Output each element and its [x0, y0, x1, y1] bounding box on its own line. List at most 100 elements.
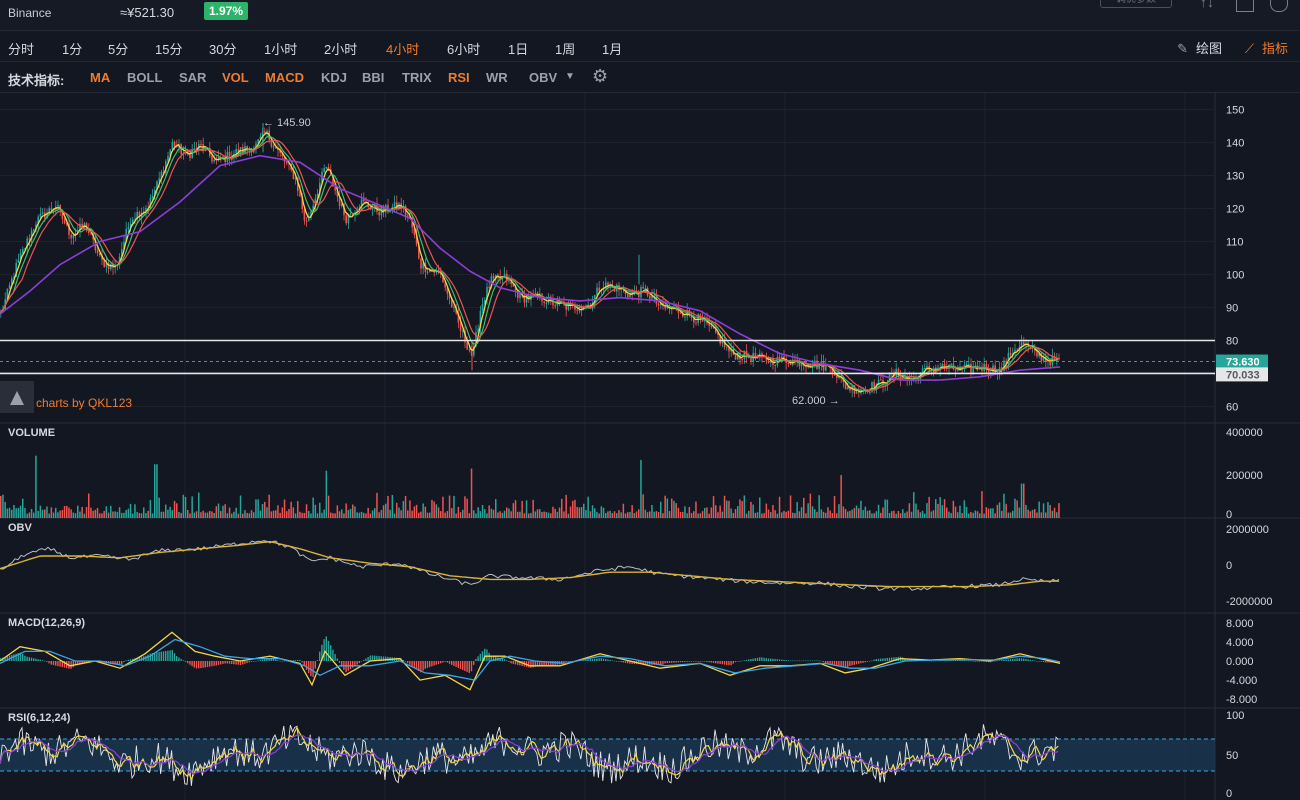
indicator-button[interactable]: ⟋ 指标: [1245, 38, 1288, 57]
chevron-down-icon[interactable]: ▼: [565, 71, 575, 82]
macd-hist-bar: [519, 661, 521, 666]
macd-hist-bar: [336, 658, 338, 661]
macd-hist-bar: [737, 661, 739, 662]
price-tick-label: 110: [1226, 237, 1244, 249]
interval-6[interactable]: 2小时: [324, 42, 358, 57]
macd-hist-bar: [167, 650, 169, 661]
candle-body: [800, 364, 803, 367]
volume-bar: [816, 511, 818, 518]
volume-bar: [853, 508, 856, 518]
candle-body: [728, 346, 730, 352]
candle-body: [858, 391, 860, 393]
interval-11[interactable]: 1月: [602, 42, 623, 57]
macd-hist-bar: [1005, 659, 1007, 661]
indicator-vol[interactable]: VOL: [222, 70, 249, 85]
indicator-ma[interactable]: MA: [90, 70, 111, 85]
macd-hist-bar: [112, 661, 114, 665]
interval-7[interactable]: 4小时: [386, 42, 420, 57]
macd-hist-bar: [565, 661, 567, 663]
macd-hist-bar: [369, 655, 371, 661]
fullscreen-icon[interactable]: [1236, 0, 1254, 12]
indicator-bbi[interactable]: BBI: [362, 70, 385, 85]
indicator-wr[interactable]: WR: [486, 70, 508, 85]
gear-icon[interactable]: ⚙: [592, 66, 609, 86]
volume-bar: [330, 512, 332, 518]
macd-hist-bar: [323, 639, 325, 661]
favorite-icon[interactable]: [1270, 0, 1288, 12]
candle-body: [708, 323, 710, 326]
candle-body: [345, 215, 347, 224]
candle-body: [35, 224, 37, 230]
candle-body: [642, 286, 644, 289]
macd-hist-bar: [477, 656, 479, 661]
volume-bar: [242, 513, 244, 518]
macd-hist-bar: [349, 661, 352, 670]
indicator-obv[interactable]: OBV: [529, 70, 558, 85]
volume-bar: [882, 507, 884, 518]
indicator-boll[interactable]: BOLL: [127, 70, 163, 85]
candle-body: [446, 287, 449, 294]
interval-4[interactable]: 30分: [209, 42, 237, 57]
volume-bar: [952, 500, 955, 518]
volume-bar: [411, 510, 413, 518]
indicator-trix[interactable]: TRIX: [402, 70, 432, 85]
volume-bar: [475, 513, 477, 518]
volume-bar: [1014, 498, 1016, 518]
candle-body: [921, 368, 924, 374]
indicator-rsi[interactable]: RSI: [448, 70, 470, 85]
macd-hist-bar: [946, 660, 948, 661]
macd-hist-bar: [250, 661, 253, 662]
volume-bar: [169, 506, 171, 518]
volume-bar: [413, 506, 416, 518]
interval-2[interactable]: 5分: [108, 42, 129, 57]
volume-bar: [820, 509, 823, 518]
interval-5[interactable]: 1小时: [264, 42, 298, 57]
volume-bar: [453, 495, 455, 518]
macd-hist-bar: [882, 658, 884, 661]
macd-hist-bar: [422, 661, 424, 671]
macd-hist-bar: [411, 661, 413, 667]
candle-body: [30, 230, 33, 240]
candle-body: [1014, 349, 1016, 354]
volume-bar: [248, 513, 251, 518]
volume-bar: [754, 512, 757, 518]
candle-body: [217, 157, 220, 161]
interval-8[interactable]: 6小时: [447, 42, 481, 57]
draw-button[interactable]: ✎ 绘图: [1177, 38, 1222, 57]
indicator-kdj[interactable]: KDJ: [321, 70, 348, 85]
macd-hist-bar: [827, 661, 829, 664]
volume-bar: [367, 507, 369, 518]
candle-body: [257, 139, 259, 144]
macd-hist-bar: [444, 661, 446, 662]
candle-body: [156, 181, 158, 190]
volume-bar: [103, 510, 105, 518]
volume-bar: [587, 496, 589, 518]
tune-params-button[interactable]: 调优参数: [1100, 0, 1172, 8]
rsi-line-1: [0, 726, 1059, 781]
candle-body: [596, 287, 598, 295]
volume-bar: [765, 503, 768, 518]
volume-bar: [545, 512, 548, 518]
macd-title: MACD(12,26,9): [8, 617, 85, 629]
macd-hist-bar: [1045, 661, 1047, 663]
macd-hist-bar: [224, 661, 226, 664]
macd-hist-bar: [858, 661, 860, 664]
top-right-text: ↑↓: [1200, 0, 1214, 10]
indicator-macd[interactable]: MACD: [265, 70, 304, 85]
candle-body: [367, 202, 369, 208]
volume-bar: [596, 511, 598, 518]
macd-hist-bar: [41, 660, 44, 661]
volume-bar: [46, 506, 48, 518]
draw-label: 绘图: [1195, 41, 1222, 56]
volume-bar: [1031, 509, 1034, 518]
interval-1[interactable]: 1分: [62, 42, 83, 57]
indicator-sar[interactable]: SAR: [179, 70, 207, 85]
macd-hist-bar: [248, 661, 250, 663]
interval-0[interactable]: 分时: [8, 42, 35, 57]
macd-hist-bar: [1018, 658, 1020, 661]
interval-9[interactable]: 1日: [508, 42, 529, 57]
candle-body: [651, 296, 653, 299]
interval-10[interactable]: 1周: [555, 42, 576, 57]
interval-3[interactable]: 15分: [155, 42, 183, 57]
